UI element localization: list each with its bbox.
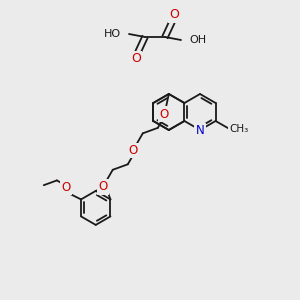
Text: CH₃: CH₃ — [229, 124, 248, 134]
Text: O: O — [98, 180, 107, 194]
Text: N: N — [196, 124, 204, 137]
Text: O: O — [159, 107, 168, 121]
Text: O: O — [128, 144, 137, 157]
Text: O: O — [131, 52, 141, 65]
Text: HO: HO — [104, 29, 121, 39]
Text: O: O — [61, 181, 71, 194]
Text: OH: OH — [189, 35, 206, 45]
Text: O: O — [169, 8, 179, 22]
